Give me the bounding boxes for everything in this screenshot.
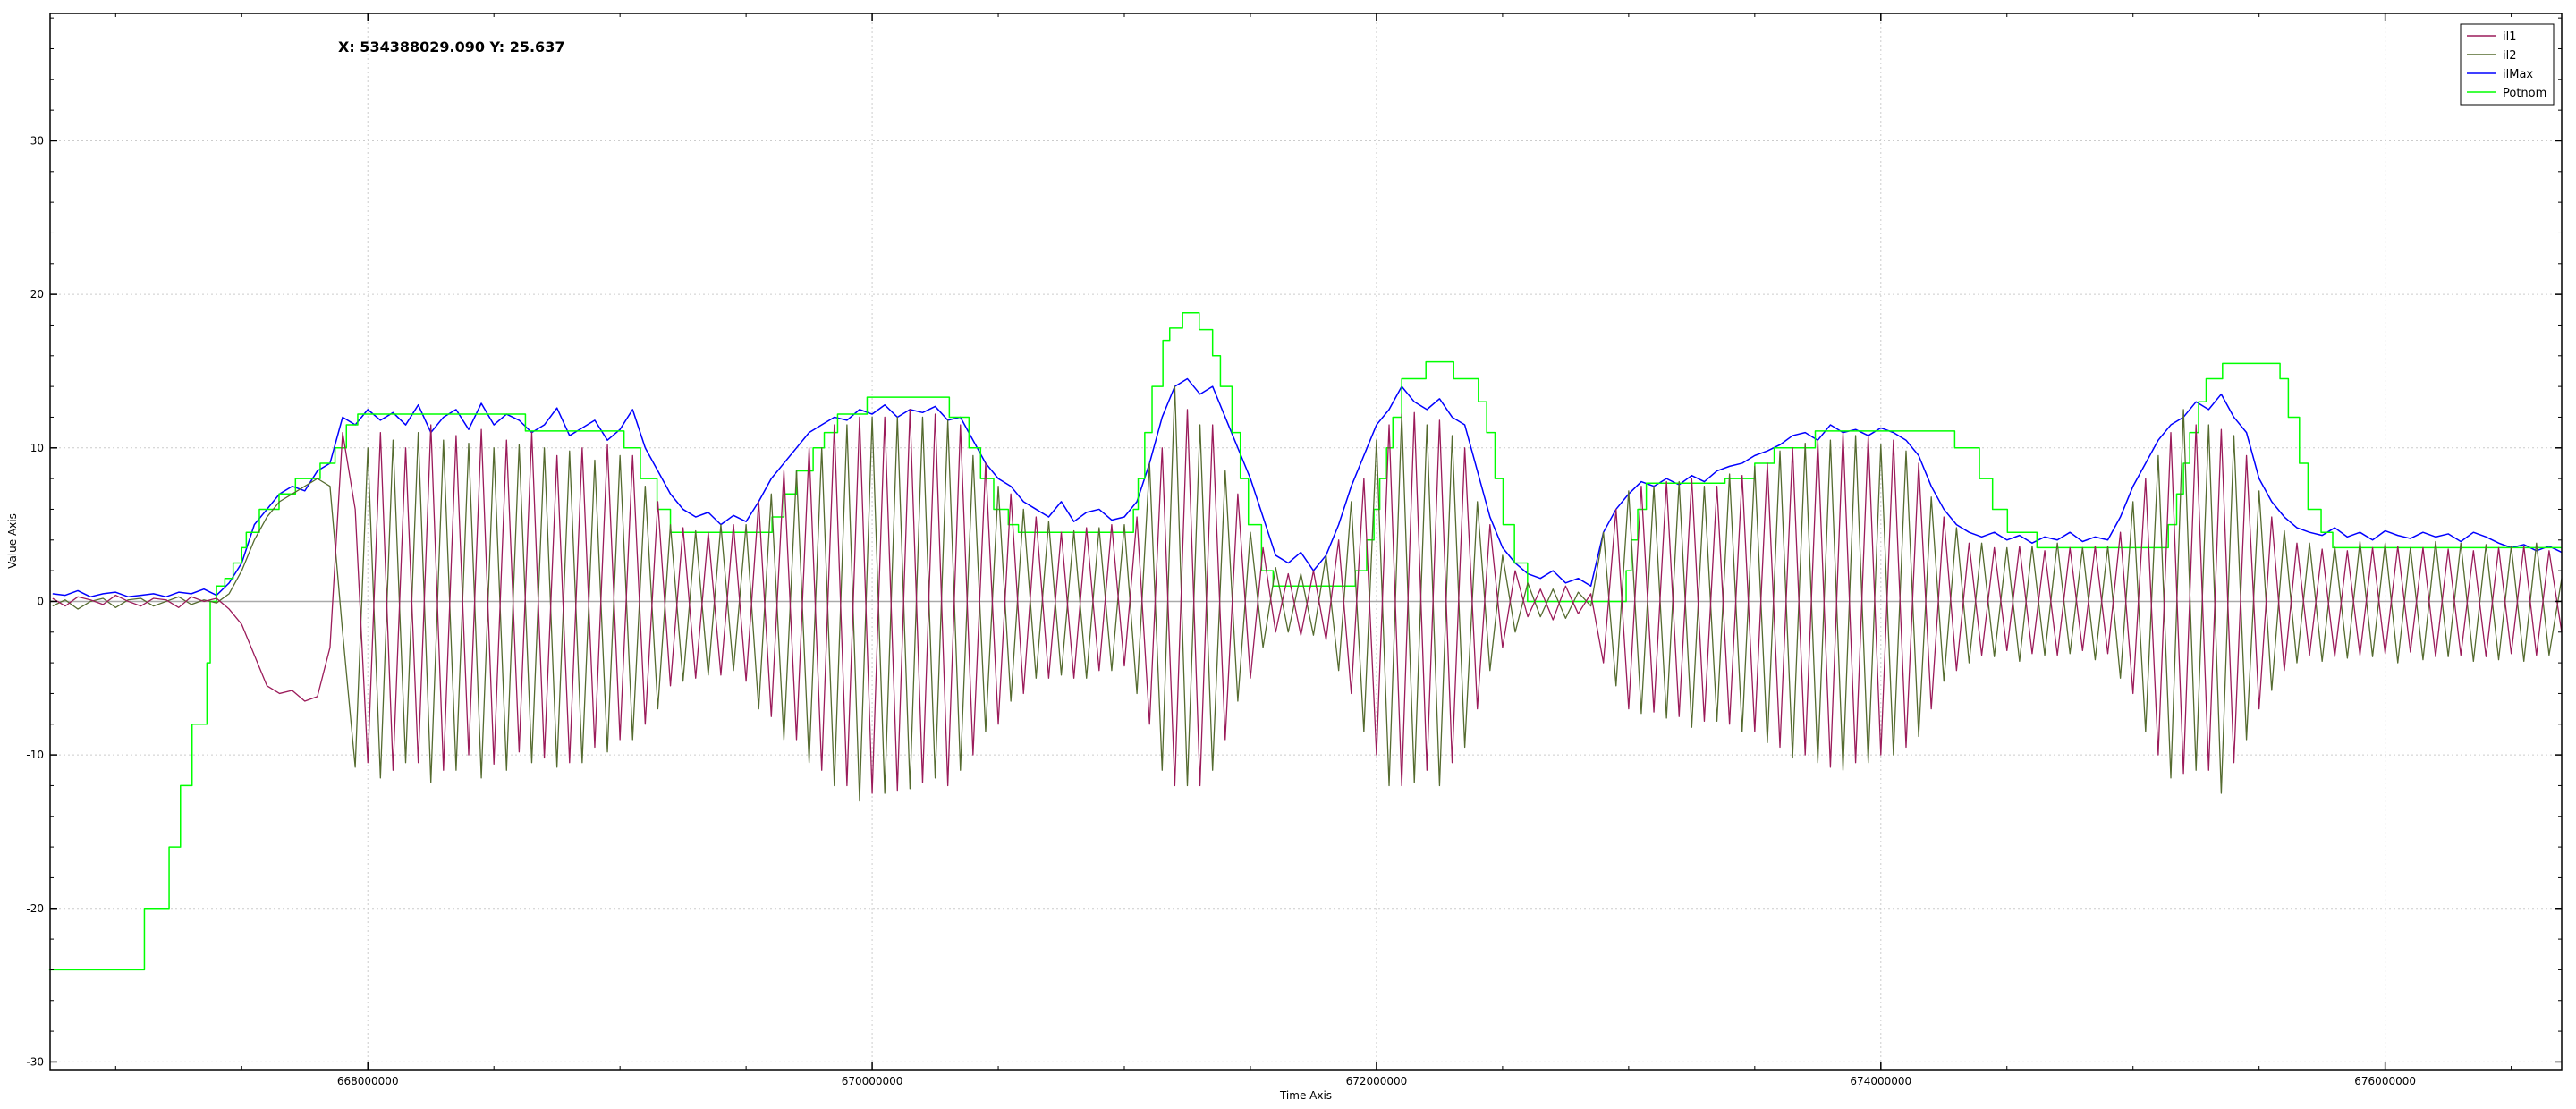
- legend[interactable]: il1 il2 ilMax Potnom: [2460, 23, 2555, 106]
- axis-ticks: -30 -20 -10 0 10 20 30 668000000 670000000 672000…: [26, 13, 2562, 1088]
- grid: [50, 13, 2562, 1070]
- y-tick-label: 20: [30, 288, 44, 301]
- legend-box: [2460, 23, 2555, 106]
- y-axis-title: Value Axis: [6, 513, 19, 569]
- y-tick-label: 0: [37, 595, 44, 607]
- series-layer: [48, 311, 2563, 971]
- y-tick-label: 30: [30, 134, 44, 147]
- series-line-potnom: [48, 311, 2562, 971]
- y-tick-label: -10: [26, 749, 44, 761]
- series-line-ilmax: [52, 377, 2563, 598]
- y-tick-label: -20: [26, 902, 44, 915]
- legend-label-potnom[interactable]: Potnom: [2503, 87, 2546, 100]
- series-line-il2: [52, 385, 2563, 802]
- x-axis-title: Time Axis: [1279, 1089, 1332, 1102]
- legend-label-il2[interactable]: il2: [2503, 49, 2517, 63]
- plot-frame: [49, 13, 2563, 1071]
- y-tick-label: 10: [30, 442, 44, 454]
- x-tick-label: 676000000: [2354, 1075, 2416, 1088]
- legend-label-ilmax[interactable]: ilMax: [2503, 68, 2533, 81]
- y-tick-label: -30: [26, 1055, 44, 1068]
- cursor-readout: X: 534388029.090 Y: 25.637: [338, 38, 564, 55]
- x-tick-label: 668000000: [337, 1075, 399, 1088]
- series-line-il1: [52, 409, 2563, 794]
- x-tick-label: 670000000: [842, 1075, 903, 1088]
- x-tick-label: 674000000: [1850, 1075, 1911, 1088]
- x-tick-label: 672000000: [1346, 1075, 1408, 1088]
- legend-label-il1[interactable]: il1: [2503, 30, 2517, 44]
